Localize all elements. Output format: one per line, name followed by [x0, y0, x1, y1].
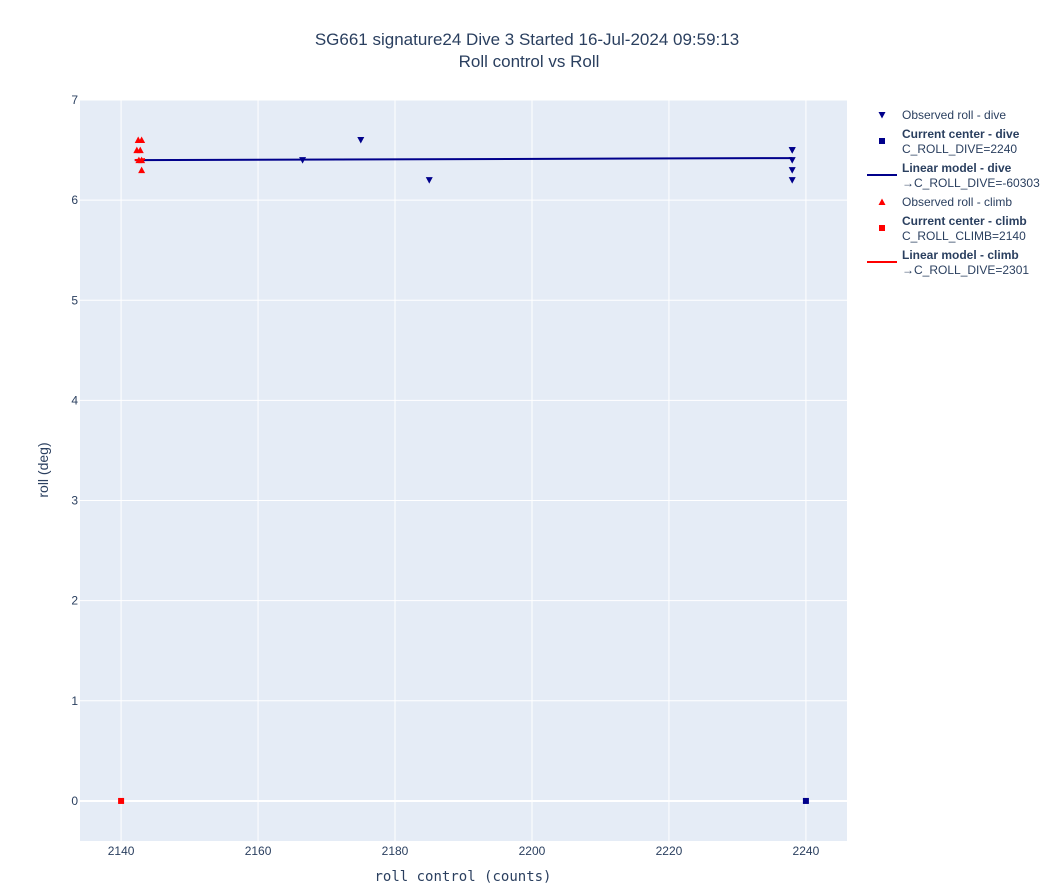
observed-roll-dive-point [788, 147, 796, 154]
x-tick-label: 2160 [245, 844, 272, 858]
observed-roll-climb-point [136, 146, 144, 154]
y-tick-label: 4 [71, 393, 78, 407]
legend-series-name: Current center - climb [902, 214, 1027, 228]
x-tick-label: 2240 [793, 844, 820, 858]
legend-marker-swatch [879, 138, 885, 144]
legend-series-name: Observed roll - dive [902, 108, 1006, 122]
y-tick-label: 5 [71, 293, 78, 307]
y-tick-label: 2 [71, 594, 78, 608]
y-tick-label: 0 [71, 794, 78, 808]
legend-item-observed-roll-dive[interactable]: Observed roll - dive [878, 108, 1007, 122]
x-tick-label: 2180 [382, 844, 409, 858]
legend-series-label: C_ROLL_CLIMB=2140 [902, 229, 1026, 243]
legend-item-observed-roll-climb[interactable]: Observed roll - climb [878, 195, 1013, 209]
observed-roll-climb-point [138, 166, 146, 174]
observed-roll-dive-point [357, 137, 365, 144]
legend-marker-swatch [879, 225, 885, 231]
linear-model-dive-line [134, 157, 793, 162]
current-center-dive-point [802, 797, 809, 804]
legend-series-name: Current center - dive [902, 127, 1020, 141]
legend-item-linear-model-dive[interactable]: Linear model - dive→C_ROLL_DIVE=-60303 [867, 161, 1040, 190]
y-tick-label: 7 [71, 93, 78, 107]
legend-series-name: Observed roll - climb [902, 195, 1012, 209]
legend-item-linear-model-climb[interactable]: Linear model - climb→C_ROLL_DIVE=2301 [867, 248, 1029, 277]
chart-title: SG661 signature24 Dive 3 Started 16-Jul-… [315, 30, 739, 49]
x-axis-ticks: 2140 2160 2180 2200 2220 2240 [108, 844, 820, 858]
observed-roll-climb-point [135, 156, 143, 164]
data-markers [118, 136, 809, 804]
legend[interactable]: Observed roll - dive Current center - div… [867, 108, 1040, 277]
current-center-climb-point [118, 797, 125, 804]
observed-roll-dive-point [788, 177, 796, 184]
observed-roll-dive-point [299, 157, 307, 164]
legend-series-label: →C_ROLL_DIVE=-60303 [902, 176, 1040, 190]
y-tick-label: 6 [71, 193, 78, 207]
observed-roll-dive-point [788, 157, 796, 164]
y-axis-title: roll (deg) [35, 442, 51, 497]
y-tick-label: 1 [71, 694, 78, 708]
legend-series-label: →C_ROLL_DIVE=2301 [902, 263, 1029, 277]
observed-roll-climb-point [138, 136, 146, 144]
grid-lines [80, 99, 847, 841]
plot-area [80, 100, 847, 841]
chart-subtitle: Roll control vs Roll [459, 52, 600, 71]
x-axis-title: roll control (counts) [374, 869, 551, 885]
x-tick-label: 2220 [656, 844, 683, 858]
observed-roll-dive-point [425, 177, 433, 184]
y-axis-ticks: 0 1 2 3 4 5 6 7 [71, 93, 78, 808]
legend-series-name: Linear model - dive [902, 161, 1012, 175]
x-tick-label: 2200 [519, 844, 546, 858]
legend-marker-swatch [878, 198, 886, 205]
observed-roll-dive-point [788, 167, 796, 174]
legend-series-name: Linear model - climb [902, 248, 1019, 262]
legend-series-label: C_ROLL_DIVE=2240 [902, 142, 1017, 156]
x-tick-label: 2140 [108, 844, 135, 858]
y-tick-label: 3 [71, 494, 78, 508]
legend-marker-swatch [878, 112, 886, 119]
